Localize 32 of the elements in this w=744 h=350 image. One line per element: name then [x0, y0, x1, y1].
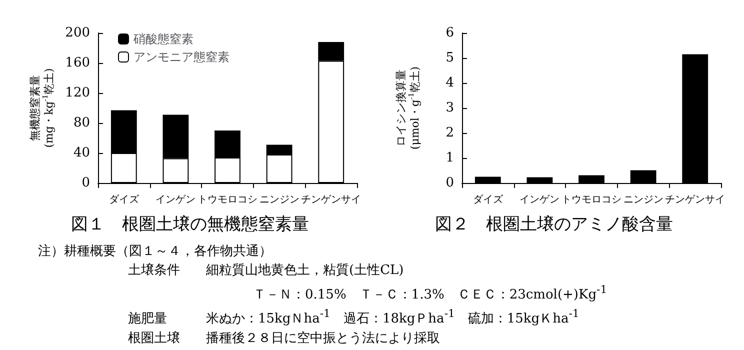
text: 根圏土壌 播種後２８日に空中振とう法により採取 [127, 330, 441, 348]
text: 図２ 根圏土壌のアミノ酸含量 [435, 214, 673, 234]
text: Ｔ－Ｎ：0.15% Ｔ－Ｃ：1.3% ＣＥＣ：23cmol(+)Kg$^{-1}$ [252, 282, 608, 304]
y-tick-label: 120 [65, 86, 90, 100]
x-tick-label: インゲン [520, 194, 560, 206]
legend-label: 硝酸態窒素 [132, 32, 194, 46]
y-tick-label: 1 [446, 150, 454, 166]
x-tick-label: インゲン [156, 194, 196, 206]
x-tick-label: ダイズ [472, 194, 504, 206]
x-tick-label: ダイズ [108, 194, 140, 206]
x-tick-label: チンゲンサイ [665, 194, 726, 206]
x-tick-label: ニンジン [259, 194, 300, 206]
y-tick-label: 80 [73, 116, 90, 130]
text: 注）耕種概要（図１～４，各作物共通） [37, 243, 273, 261]
text: 土壌条件 細粒質山地黄色土，粘質(土性CL) [127, 262, 405, 280]
y-tick-label: 2 [446, 126, 454, 140]
y-tick-label: 160 [65, 56, 90, 70]
y-tick-label: 200 [65, 26, 90, 40]
text: 図１ 根圏土壌の無機態窒素量 [71, 214, 309, 234]
x-tick-label: チンゲンサイ [301, 194, 362, 206]
y-tick-label: 0 [446, 176, 454, 190]
legend-label: アンモニア態窒素 [134, 50, 230, 64]
y-tick-label: 4 [446, 76, 454, 90]
x-tick-label: トウモロコシ [562, 194, 622, 206]
x-tick-label: トウモロコシ [198, 194, 258, 206]
y-tick-label: 3 [446, 100, 454, 116]
y-tick-label: 5 [446, 50, 454, 66]
text: 施肥量 米ぬか：15kgＮha$^{-1}$ 過石：18kgＰha$^{-1}$ 硫加：15kgＫha$^{-1}$ [127, 306, 580, 329]
x-tick-label: ニンジン [623, 194, 664, 206]
y-tick-label: 40 [73, 146, 90, 160]
y-tick-label: 6 [446, 26, 454, 40]
y-tick-label: 0 [82, 176, 90, 190]
